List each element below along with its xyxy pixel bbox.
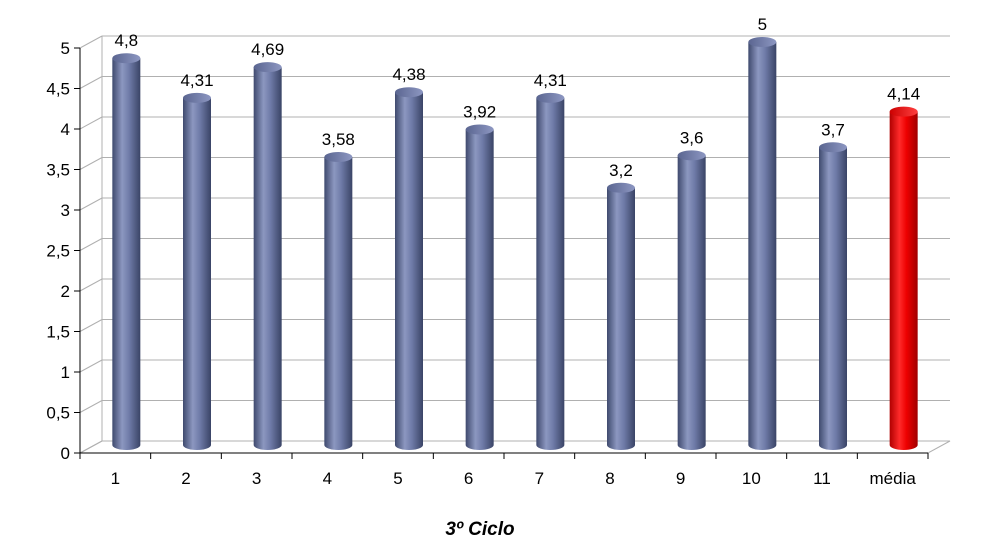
data-label: 4,14 — [887, 85, 920, 104]
bar-top — [536, 92, 565, 103]
bar-top — [748, 37, 777, 47]
gridline-depth — [79, 116, 103, 130]
y-axis-tick-labels: 0 0,5 1 1,5 2 2,5 3 3,5 4 4,5 5 — [46, 39, 70, 463]
bar-body — [395, 92, 423, 450]
bar-body — [677, 155, 706, 450]
data-label: 5 — [758, 15, 767, 34]
y-tick-label: 2 — [61, 282, 70, 301]
bar-top — [465, 124, 494, 135]
gridline-depth — [79, 400, 103, 413]
gridline-depth — [79, 238, 103, 251]
bar-body — [253, 67, 282, 450]
gridline-depth — [79, 76, 103, 89]
gridline-depth — [79, 157, 103, 170]
y-tick-label: 1,5 — [46, 323, 70, 342]
bar-body — [819, 147, 847, 451]
data-label: 3,58 — [322, 130, 355, 149]
bar-body — [465, 129, 494, 451]
bar — [748, 37, 777, 450]
gridline-depth — [79, 35, 103, 49]
x-tick-label: média — [870, 469, 917, 488]
data-label: 4,31 — [180, 71, 213, 90]
gridlines — [79, 35, 950, 454]
x-tick-label: 3 — [252, 469, 261, 488]
bar — [465, 124, 494, 451]
bar — [677, 150, 706, 450]
y-tick-label: 4 — [61, 120, 70, 139]
y-tick-label: 3,5 — [46, 161, 70, 180]
bar-top — [889, 106, 918, 117]
x-tick-label: 4 — [323, 469, 332, 488]
bar-top — [183, 92, 211, 103]
x-axis-title: 3º Ciclo — [445, 519, 514, 540]
gridline-depth — [79, 197, 103, 211]
gridline-depth — [79, 359, 103, 373]
bar — [819, 142, 847, 451]
bar — [253, 62, 282, 450]
bar-top — [253, 62, 282, 73]
x-tick-label: 5 — [393, 469, 402, 488]
x-tick-label: 11 — [813, 469, 831, 488]
bar-top — [819, 142, 847, 153]
bar — [889, 106, 918, 450]
bars — [112, 37, 918, 451]
axes — [74, 36, 951, 459]
data-label: 3,7 — [821, 120, 845, 139]
bar — [536, 92, 565, 450]
gridline-depth — [79, 278, 103, 292]
data-label: 4,31 — [534, 71, 567, 90]
y-tick-label: 3 — [61, 201, 70, 220]
bar — [183, 92, 211, 450]
y-tick-label: 2,5 — [46, 242, 70, 261]
data-label: 3,6 — [680, 128, 704, 147]
y-tick-label: 0,5 — [46, 404, 70, 423]
x-tick-label: 6 — [464, 469, 473, 488]
x-tick-label: 8 — [605, 469, 614, 488]
bar-body — [112, 58, 141, 450]
y-tick-label: 1 — [61, 363, 70, 382]
bar-top — [112, 53, 141, 64]
bar-body — [889, 111, 918, 450]
bar-top — [677, 150, 706, 161]
gridline-depth — [79, 319, 103, 332]
y-tick-label: 0 — [61, 444, 70, 463]
data-label: 4,8 — [115, 31, 139, 50]
data-label: 3,92 — [463, 102, 496, 121]
data-labels: 4,8 4,31 4,69 3,58 4,38 3,92 4,31 3,2 3,6 5 3,7 4,1… — [115, 15, 921, 180]
data-label: 4,69 — [251, 40, 284, 59]
bar-body — [607, 187, 635, 451]
x-tick-label: 2 — [181, 469, 190, 488]
x-tick-label: 9 — [676, 469, 685, 488]
bar-top — [395, 87, 423, 98]
bar — [112, 53, 141, 450]
x-tick-label: 7 — [535, 469, 544, 488]
x-tick-label: 1 — [111, 469, 120, 488]
bar-top — [324, 152, 353, 163]
x-axis-tick-labels: 1 2 3 4 5 6 7 8 9 10 11 média — [111, 469, 917, 488]
bar-body — [324, 157, 353, 450]
data-label: 4,38 — [392, 65, 425, 84]
y-tick-label: 5 — [61, 39, 70, 58]
bar-body — [183, 97, 211, 450]
bar-body — [536, 97, 565, 450]
bar-top — [607, 182, 635, 193]
x-tick-label: 10 — [742, 469, 761, 488]
y-tick-label: 4,5 — [46, 80, 70, 99]
bar — [395, 87, 423, 450]
bar — [607, 182, 635, 451]
bar — [324, 152, 353, 450]
data-label: 3,2 — [609, 161, 633, 180]
bar-body — [748, 42, 777, 450]
